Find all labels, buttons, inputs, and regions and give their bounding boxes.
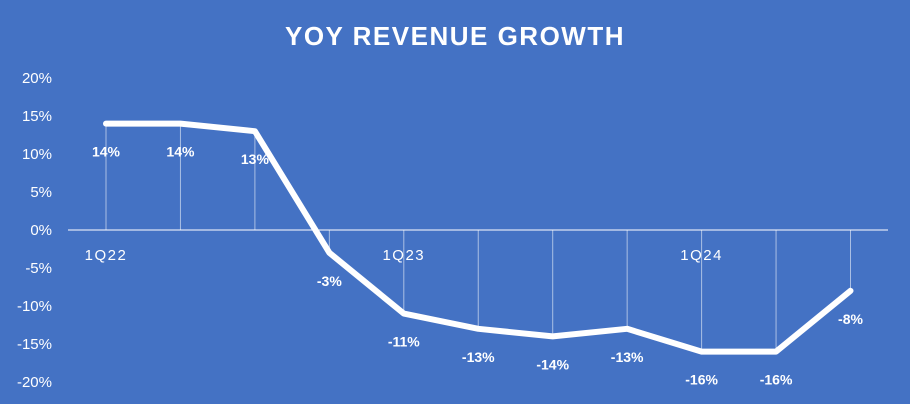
data-label: -14% [536, 356, 569, 372]
data-labels: 14% 14% 13% -3% -11% -13% -14% -13% -16% -16% -8% [92, 144, 864, 388]
x-tick-label: 1Q24 [680, 247, 723, 264]
data-label: -11% [388, 334, 420, 350]
y-tick-label: 0% [30, 222, 52, 239]
data-label: 14% [92, 144, 121, 160]
y-tick-label: 20% [22, 70, 52, 87]
series-line [103, 120, 854, 355]
y-tick-label: -10% [17, 298, 52, 315]
drop-lines [105, 123, 851, 352]
y-tick-label: 15% [22, 108, 52, 125]
y-tick-label: -5% [25, 260, 52, 277]
data-label: -13% [462, 349, 495, 365]
y-tick-label: 5% [30, 184, 52, 201]
data-label: -3% [317, 273, 342, 289]
y-tick-label: -15% [17, 336, 52, 353]
data-label: -16% [760, 372, 793, 388]
data-label: -8% [838, 311, 863, 327]
data-label: -16% [685, 372, 718, 388]
y-axis-tick-labels: 20% 15% 10% 5% 0% -5% -10% -15% -20% [17, 70, 52, 391]
data-label: 13% [241, 151, 270, 167]
x-tick-label: 1Q23 [382, 247, 425, 264]
x-tick-label: 1Q22 [85, 247, 128, 264]
y-tick-label: -20% [17, 374, 52, 391]
x-axis-tick-labels: 1Q22 1Q23 1Q24 [85, 247, 723, 264]
data-label: 14% [166, 144, 195, 160]
data-label: -13% [611, 349, 644, 365]
chart-title: YOY REVENUE GROWTH [285, 21, 625, 51]
y-tick-label: 10% [22, 146, 52, 163]
